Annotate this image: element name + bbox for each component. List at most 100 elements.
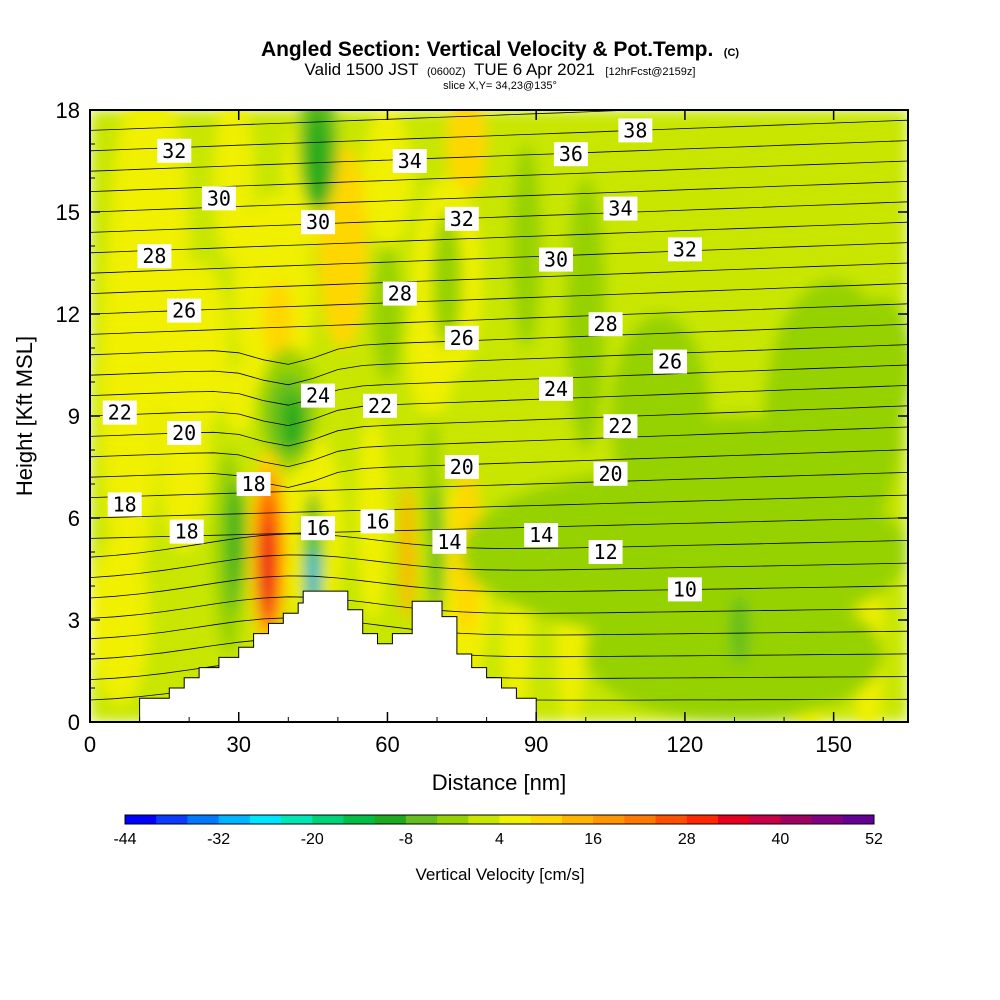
contour-label-box [169,519,204,544]
contour-label-box [667,577,702,602]
chart-title: Angled Section: Vertical Velocity & Pot.… [261,38,739,61]
contour-label-box [667,237,702,262]
theta-isoline [90,472,908,498]
contour-label: 22 [102,400,137,425]
colorbar-swatch [281,815,313,824]
contour-label-text: 26 [658,350,682,374]
contour-label: 38 [618,118,653,143]
contour-label-box [167,421,202,445]
contour-label: 22 [363,393,398,418]
contour-label: 32 [157,138,192,163]
theta-isoline [90,119,908,152]
colorbar-swatch [374,815,407,824]
y-tick-label: 9 [68,404,80,429]
contour-label: 20 [593,461,628,486]
colorbar-title: Vertical Velocity [cm/s] [415,865,584,884]
theta-isoline [90,201,908,233]
theta-isoline [90,405,908,447]
contour-label: 16 [360,509,395,534]
contour-label-box [432,529,467,554]
contour-label-box [137,244,172,269]
colorbar-swatch [312,815,344,824]
colorbar-tick-label: 40 [771,831,789,848]
contour-label-box [588,540,623,564]
theta-isoline [90,596,908,619]
velocity-field-patch [565,178,606,450]
velocity-field-patch [308,110,328,212]
contour-label-box [539,247,574,272]
velocity-field-patch [283,395,304,450]
chart-valid-time: Valid 1500 JST (0600Z) TUE 6 Apr 2021 [1… [305,60,696,79]
contour-label-box [653,349,688,374]
contour-label-box [539,376,574,401]
contour-label-box [444,325,479,350]
x-tick-label: 60 [375,732,399,757]
contour-label-box [603,414,638,439]
contour-label: 22 [603,414,638,439]
contour-label: 30 [539,247,574,272]
theta-isoline [90,449,908,488]
theta-isoline [90,364,908,406]
theta-isoline [90,344,908,386]
colorbar-swatch [811,815,844,824]
contour-label: 26 [444,325,479,350]
colorbar-swatch [249,815,282,824]
chart-slice-info: slice X,Y= 34,23@135° [443,80,557,92]
contour-label-box [301,383,336,408]
colorbar-tick-label: 28 [678,831,696,848]
x-tick-label: 0 [84,732,96,757]
colorbar-swatch [593,815,625,824]
contour-label: 18 [169,519,204,544]
colorbar-swatch [624,815,656,824]
contour-label-box [301,210,336,235]
contour-label-box [444,206,479,231]
theta-isoline [90,533,908,558]
contour-label-box [524,523,559,547]
colorbar-swatch [749,815,781,824]
contour-label-box [444,455,479,479]
contour-label-text: 28 [594,312,618,336]
theta-isoline [90,140,908,172]
contour-label: 14 [524,523,559,547]
contour-label-text: 30 [544,248,568,272]
colorbar-swatch [468,815,500,824]
contour-label-text: 32 [673,237,697,261]
y-tick-label: 6 [68,506,80,531]
colorbar-swatch [156,815,188,824]
contour-label-text: 16 [306,516,330,540]
colorbar-tick-label: 4 [495,831,504,848]
contour-label-text: 24 [306,384,330,408]
plot-area [90,110,908,722]
contour-label-text: 32 [450,207,474,231]
velocity-field-patch [446,110,487,195]
velocity-field-patch [232,484,245,586]
contour-label-text: 18 [113,492,137,516]
contour-label-text: 30 [306,210,330,234]
contour-label-text: 18 [242,472,266,496]
contour-label-text: 12 [594,540,618,564]
contour-label-text: 22 [368,394,392,418]
colorbar-tick-label: -32 [207,831,230,848]
velocity-field-patch [260,518,272,620]
contour-label-box [363,393,398,418]
contour-label: 28 [588,312,623,337]
contour-label-box [301,516,336,541]
contour-label-text: 20 [450,455,474,479]
colorbar-swatch [218,815,251,824]
contour-label: 36 [553,142,588,167]
theta-isoline [90,221,908,254]
contour-label: 24 [539,376,574,401]
contour-label: 20 [444,455,479,479]
contour-label-text: 14 [437,530,461,554]
x-axis-label: Distance [nm] [432,770,567,795]
theta-isoline [90,110,647,131]
contour-label-text: 36 [559,142,583,166]
contour-label: 32 [667,237,702,262]
theta-isoline [90,638,908,660]
theta-isoline [90,242,908,274]
colorbar-tick-label: 16 [584,831,602,848]
contour-label-text: 18 [175,520,199,544]
velocity-field-patch [263,280,294,362]
